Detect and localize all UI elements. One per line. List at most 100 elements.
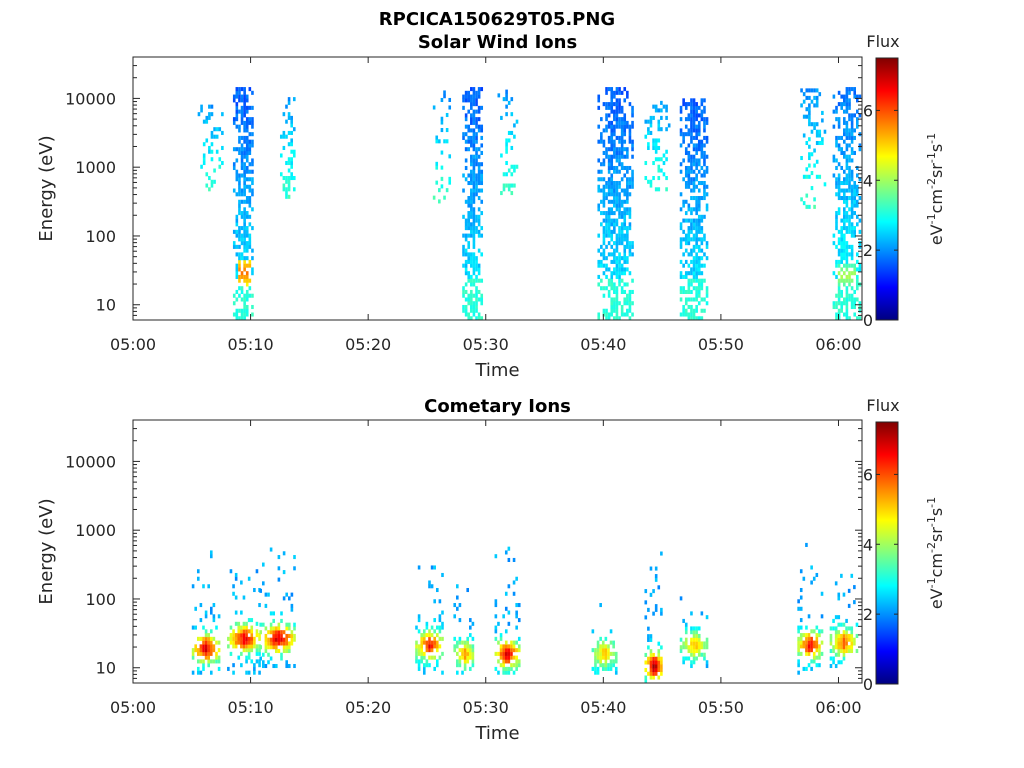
flux-cell: [243, 105, 246, 110]
flux-cell: [285, 622, 288, 627]
flux-cell: [605, 256, 608, 261]
flux-cell: [600, 263, 603, 268]
flux-cell: [243, 94, 246, 99]
flux-cell: [834, 630, 838, 635]
flux-cell: [245, 139, 249, 144]
flux-cell: [615, 120, 619, 125]
flux-cell: [850, 637, 854, 642]
flux-cell: [700, 263, 704, 268]
flux-cell: [815, 99, 819, 104]
flux-cell: [464, 282, 468, 287]
flux-cell: [618, 109, 621, 114]
flux-cell: [700, 229, 704, 234]
flux-cell: [654, 138, 658, 143]
flux-cell: [802, 114, 806, 119]
flux-cell: [853, 301, 856, 306]
flux-cell: [684, 180, 688, 186]
flux-cell: [692, 259, 696, 264]
flux-cell: [290, 142, 293, 147]
flux-cell: [232, 188, 236, 193]
flux-cell: [245, 117, 249, 122]
flux-cell: [208, 112, 211, 117]
flux-cell: [470, 162, 473, 167]
flux-cell: [470, 207, 473, 212]
flux-cell: [840, 274, 843, 279]
flux-cell: [615, 316, 619, 321]
flux-cell: [232, 636, 235, 641]
flux-cell: [690, 154, 693, 159]
flux-cell: [240, 98, 244, 103]
flux-cell: [470, 211, 473, 216]
flux-cell: [607, 158, 611, 163]
flux-cell: [815, 655, 819, 660]
flux-cell: [797, 640, 800, 645]
flux-cell: [475, 154, 478, 159]
flux-cell: [267, 592, 270, 597]
flux-cell: [690, 109, 693, 114]
flux-cell: [433, 640, 436, 645]
flux-cell: [805, 651, 808, 656]
flux-cell: [269, 630, 273, 635]
flux-cell: [502, 666, 505, 671]
flux-cell: [615, 289, 619, 294]
flux-cell: [467, 128, 471, 133]
flux-cell: [287, 183, 291, 188]
flux-cell: [243, 312, 246, 317]
flux-cell: [467, 252, 471, 257]
flux-cell: [475, 229, 478, 234]
flux-cell: [229, 633, 233, 638]
flux-cell: [285, 119, 288, 124]
flux-cell: [212, 618, 216, 623]
flux-cell: [705, 645, 709, 650]
flux-cell: [262, 663, 265, 669]
flux-cell: [657, 649, 661, 654]
flux-cell: [610, 139, 614, 144]
flux-cell: [596, 648, 600, 653]
flux-cell: [237, 625, 241, 630]
flux-cell: [494, 603, 498, 608]
flux-cell: [697, 293, 701, 298]
flux-cell: [623, 214, 627, 219]
flux-cell: [245, 98, 249, 103]
flux-cell: [850, 645, 854, 650]
flux-cell: [200, 104, 203, 109]
y-tick-label: 10: [96, 296, 116, 315]
flux-cell: [835, 244, 838, 249]
flux-cell: [607, 655, 610, 660]
flux-cell: [613, 248, 616, 253]
flux-cell: [250, 648, 254, 653]
flux-cell: [432, 105, 436, 110]
flux-cell: [212, 614, 216, 619]
flux-cell: [620, 154, 624, 159]
flux-cell: [654, 671, 658, 676]
flux-cell: [510, 112, 514, 117]
flux-cell: [615, 308, 619, 313]
flux-cell: [607, 282, 611, 287]
flux-cell: [815, 133, 819, 138]
flux-cell: [238, 256, 241, 261]
flux-cell: [512, 591, 516, 596]
flux-cell: [456, 595, 459, 600]
flux-cell: [285, 626, 288, 631]
flux-cell: [599, 659, 602, 664]
flux-cell: [232, 94, 236, 99]
flux-cell: [607, 154, 611, 159]
flux-cell: [840, 105, 843, 110]
flux-cell: [438, 199, 441, 204]
flux-cell: [837, 648, 841, 654]
flux-cell: [613, 196, 616, 201]
flux-cell: [631, 177, 634, 182]
flux-cell: [807, 614, 811, 619]
flux-cell: [609, 651, 613, 656]
flux-cell: [848, 102, 851, 107]
flux-cell: [837, 282, 841, 287]
flux-cell: [196, 651, 200, 656]
flux-cell: [597, 274, 601, 279]
flux-cell: [607, 135, 611, 140]
flux-cell: [234, 576, 238, 581]
flux-cell: [477, 196, 481, 201]
flux-cell: [850, 207, 854, 212]
flux-cell: [628, 304, 632, 310]
flux-cell: [615, 222, 619, 227]
flux-cell: [615, 154, 619, 159]
